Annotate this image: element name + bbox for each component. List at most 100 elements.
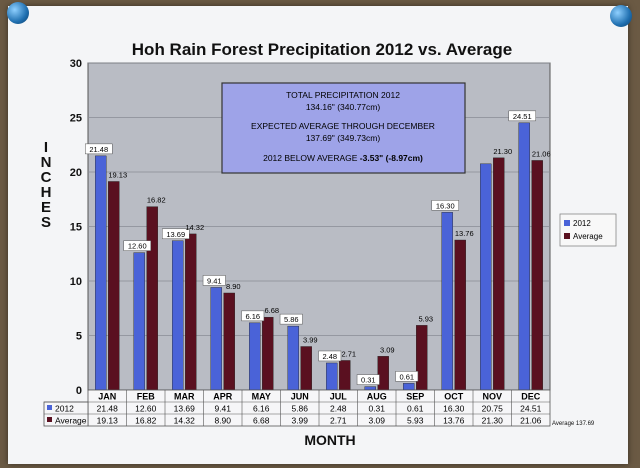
table-cell: 21.30 [482, 416, 504, 426]
bar-label-average: 16.82 [147, 196, 166, 205]
table-cell: 3.99 [291, 416, 308, 426]
y-tick-label: 0 [76, 385, 82, 397]
table-cell: 9.41 [214, 404, 231, 414]
table-cell: 0.61 [407, 404, 424, 414]
y-axis-label-letter: I [44, 139, 48, 156]
table-cell: 14.32 [174, 416, 196, 426]
legend-swatch-average [564, 233, 570, 239]
table-category-oct: OCT [444, 392, 464, 402]
table-cell: 19.13 [97, 416, 119, 426]
table-cell: 21.48 [97, 404, 119, 414]
bar-label-bg [123, 240, 151, 251]
bar-2012-dec [518, 122, 530, 391]
table-cell: 6.16 [253, 404, 270, 414]
summary-line-4: 137.69" (349.73cm) [306, 133, 381, 143]
table-category-apr: APR [213, 392, 233, 402]
bar-average-jun [300, 346, 312, 391]
legend-label-average: Average [573, 232, 603, 241]
table-cell: 2.48 [330, 404, 347, 414]
table-cell: 20.75 [482, 404, 504, 414]
y-axis-label-letter: C [41, 169, 52, 186]
bar-average-nov [493, 157, 505, 391]
bar-average-mar [185, 233, 197, 391]
table-cell: 24.51 [520, 404, 542, 414]
table-category-dec: DEC [521, 392, 541, 402]
bar-label-bg [395, 371, 419, 382]
y-tick-label: 20 [70, 167, 82, 179]
bar-label-average: 3.09 [380, 345, 395, 354]
y-tick-label: 10 [70, 276, 82, 288]
bar-label-2012: 13.69 [166, 230, 185, 239]
bars [95, 122, 543, 391]
bar-label-2012: 12.60 [128, 242, 147, 251]
bar-2012-aug [364, 386, 376, 391]
bar-label-2012: 6.16 [245, 312, 260, 321]
bar-label-average: 5.93 [418, 314, 433, 323]
table-cell: 2.71 [330, 416, 347, 426]
bar-label-2012: 0.61 [399, 372, 414, 381]
summary-line-5-value: -3.53" (-8.97cm) [360, 153, 423, 163]
bar-2012-sep [403, 383, 415, 391]
table-cell: 6.68 [253, 416, 270, 426]
table-category-feb: FEB [137, 392, 156, 402]
bar-average-may [262, 316, 274, 391]
bar-average-jan [108, 181, 120, 391]
table-category-nov: NOV [482, 392, 502, 402]
chart-title: Hoh Rain Forest Precipitation 2012 vs. A… [132, 40, 512, 59]
bar-label-bg [508, 110, 536, 122]
summary-line-5: 2012 BELOW AVERAGE -3.53" (-8.97cm) [263, 153, 423, 163]
table-cell: 16.82 [135, 416, 157, 426]
table-cell: 3.09 [368, 416, 385, 426]
bar-label-2012: 9.41 [207, 276, 222, 285]
summary-line-1: TOTAL PRECIPITATION 2012 [286, 90, 400, 100]
table-category-mar: MAR [174, 392, 195, 402]
table-cell: 12.60 [135, 404, 157, 414]
y-tick-label: 30 [70, 58, 82, 70]
table-note: Average 137.69 [552, 421, 595, 427]
bar-2012-feb [133, 252, 145, 391]
table-cell: 5.93 [407, 416, 424, 426]
bar-label-2012: 5.86 [284, 315, 299, 324]
bar-label-average: 13.76 [455, 229, 474, 238]
table-category-may: MAY [252, 392, 271, 402]
legend-label-2012: 2012 [573, 219, 591, 228]
bar-label-bg [356, 374, 380, 385]
table-category-aug: AUG [367, 392, 387, 402]
bar-label-average: 14.32 [185, 223, 204, 232]
table-cell: 8.90 [214, 416, 231, 426]
table-swatch-2012 [47, 405, 52, 410]
bar-2012-jul [326, 362, 338, 391]
y-axis-label-letter: S [41, 214, 51, 231]
bar-average-apr [223, 292, 235, 391]
bar-2012-apr [210, 287, 222, 391]
bar-average-oct [454, 239, 466, 391]
pushpin-right-icon [610, 5, 632, 27]
table-swatch-average [47, 417, 52, 422]
bar-label-average: 19.13 [108, 170, 127, 179]
bar-average-aug [377, 356, 389, 391]
bar-label-bg [431, 200, 459, 211]
bar-label-average: 3.99 [303, 336, 318, 345]
bar-label-bg [318, 350, 342, 362]
summary-line-3: EXPECTED AVERAGE THROUGH DECEMBER [251, 121, 435, 131]
data-table: JAN 21.48 19.13 FEB 12.60 16.82 MAR 13.69 14.32 A… [43, 389, 551, 427]
y-axis-label-letter: N [41, 154, 52, 171]
table-category-sep: SEP [406, 392, 424, 402]
bar-label-average: 8.90 [226, 282, 241, 291]
bar-label-2012: 2.48 [322, 352, 337, 361]
table-cell: 0.31 [368, 404, 385, 414]
bar-average-jul [339, 360, 351, 391]
bar-label-bg [279, 313, 303, 325]
x-axis-label: MONTH [304, 432, 355, 448]
table-cell: 16.30 [443, 404, 465, 414]
bar-2012-may [249, 322, 261, 391]
table-cell: 13.76 [443, 416, 465, 426]
table-series-label: Average [55, 416, 87, 426]
bar-label-2012: 0.31 [361, 376, 376, 385]
bar-label-2012: 16.30 [436, 201, 455, 210]
legend: 2012 Average [559, 213, 617, 247]
bar-label-average: 2.71 [341, 349, 356, 358]
legend-swatch-2012 [564, 220, 570, 226]
